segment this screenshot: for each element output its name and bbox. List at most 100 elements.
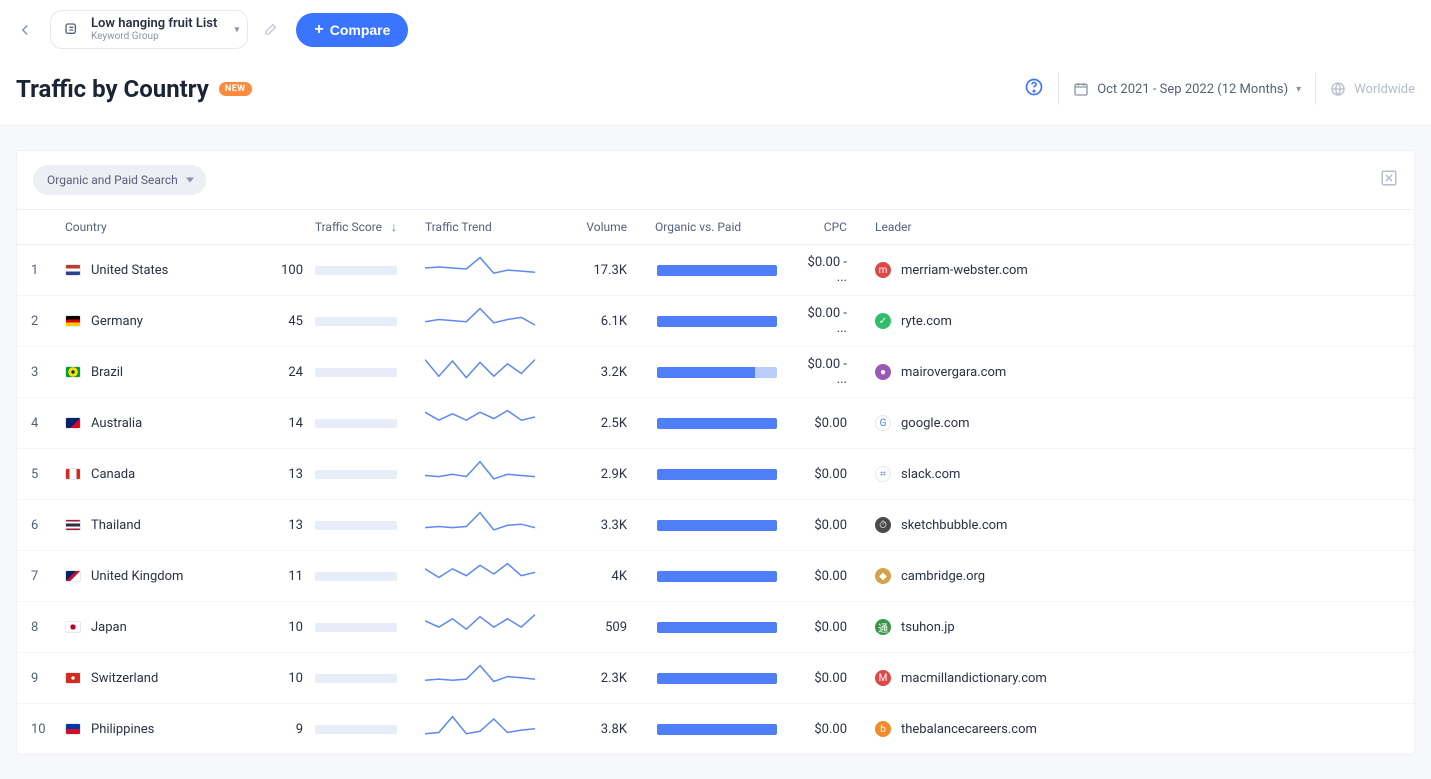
country-name: United States <box>91 263 168 278</box>
trend-sparkline <box>425 255 535 281</box>
leader-domain[interactable]: cambridge.org <box>901 569 985 584</box>
trend-sparkline <box>425 408 535 434</box>
country-cell: Australia <box>51 398 261 449</box>
volume-cell: 3.3K <box>551 500 641 551</box>
leader-cell: mmerriam-webster.com <box>861 245 1414 296</box>
volume-cell: 2.9K <box>551 449 641 500</box>
table-row[interactable]: 8Japan10509$0.00通tsuhon.jp <box>17 602 1414 653</box>
traffic-trend-cell <box>411 296 551 347</box>
keyword-group-selector[interactable]: Low hanging fruit List Keyword Group ▾ <box>50 10 248 49</box>
ovp-bar <box>657 622 777 633</box>
leader-favicon: M <box>875 670 891 686</box>
scope-label: Worldwide <box>1354 82 1415 97</box>
traffic-score-cell: 9 <box>261 704 411 755</box>
export-excel-icon[interactable] <box>1380 169 1398 191</box>
leader-domain[interactable]: google.com <box>901 416 970 431</box>
date-range-selector[interactable]: Oct 2021 - Sep 2022 (12 Months) ▾ <box>1058 73 1301 105</box>
country-traffic-table: Country Traffic Score ↓ Traffic Trend Vo… <box>17 209 1414 754</box>
col-volume[interactable]: Volume <box>551 210 641 245</box>
ovp-cell <box>641 551 791 602</box>
rank: 1 <box>17 245 51 296</box>
table-row[interactable]: 6Thailand133.3K$0.00⏱sketchbubble.com <box>17 500 1414 551</box>
table-row[interactable]: 4Australia142.5K$0.00Ggoogle.com <box>17 398 1414 449</box>
leader-domain[interactable]: merriam-webster.com <box>901 263 1028 278</box>
table-row[interactable]: 2Germany456.1K$0.00 - ...✓ryte.com <box>17 296 1414 347</box>
leader-cell: Mmacmillandictionary.com <box>861 653 1414 704</box>
help-icon[interactable] <box>1024 77 1044 101</box>
ovp-cell <box>641 347 791 398</box>
traffic-score-bar <box>315 623 397 632</box>
country-name: Thailand <box>91 518 141 533</box>
leader-cell: ⏱sketchbubble.com <box>861 500 1414 551</box>
col-cpc[interactable]: CPC <box>791 210 861 245</box>
traffic-trend-cell <box>411 398 551 449</box>
leader-domain[interactable]: thebalancecareers.com <box>901 722 1037 737</box>
traffic-score-cell: 11 <box>261 551 411 602</box>
traffic-score-cell: 13 <box>261 500 411 551</box>
traffic-score-bar <box>315 725 397 734</box>
scope-selector[interactable]: Worldwide <box>1315 73 1415 105</box>
country-cell: Japan <box>51 602 261 653</box>
table-row[interactable]: 7United Kingdom114K$0.00◆cambridge.org <box>17 551 1414 602</box>
flag-icon <box>65 315 81 327</box>
traffic-score-value: 24 <box>275 365 303 380</box>
cpc-cell: $0.00 <box>791 551 861 602</box>
leader-cell: ⌗slack.com <box>861 449 1414 500</box>
traffic-trend-cell <box>411 653 551 704</box>
col-country[interactable]: Country <box>51 210 261 245</box>
leader-domain[interactable]: sketchbubble.com <box>901 518 1007 533</box>
traffic-score-cell: 24 <box>261 347 411 398</box>
flag-icon <box>65 723 81 735</box>
leader-favicon: ✓ <box>875 313 891 329</box>
volume-cell: 2.3K <box>551 653 641 704</box>
col-rank[interactable] <box>17 210 51 245</box>
table-row[interactable]: 3Brazil243.2K$0.00 - ...●mairovergara.co… <box>17 347 1414 398</box>
flag-icon <box>65 264 81 276</box>
rank: 7 <box>17 551 51 602</box>
leader-cell: 通tsuhon.jp <box>861 602 1414 653</box>
table-row[interactable]: 10Philippines93.8K$0.00bthebalancecareer… <box>17 704 1414 755</box>
country-cell: Switzerland <box>51 653 261 704</box>
col-leader[interactable]: Leader <box>861 210 1414 245</box>
ovp-cell <box>641 704 791 755</box>
country-name: Canada <box>91 467 135 482</box>
country-name: Germany <box>91 314 143 329</box>
rank: 9 <box>17 653 51 704</box>
leader-domain[interactable]: mairovergara.com <box>901 365 1006 380</box>
traffic-score-cell: 10 <box>261 653 411 704</box>
compare-button[interactable]: + Compare <box>296 13 408 47</box>
leader-domain[interactable]: macmillandictionary.com <box>901 671 1047 686</box>
table-row[interactable]: 9Switzerland102.3K$0.00Mmacmillandiction… <box>17 653 1414 704</box>
traffic-score-cell: 14 <box>261 398 411 449</box>
col-traffic-score[interactable]: Traffic Score ↓ <box>261 210 411 245</box>
country-cell: Philippines <box>51 704 261 755</box>
col-traffic-trend[interactable]: Traffic Trend <box>411 210 551 245</box>
search-type-filter[interactable]: Organic and Paid Search <box>33 165 206 195</box>
ovp-bar <box>657 316 777 327</box>
cpc-cell: $0.00 - ... <box>791 245 861 296</box>
leader-domain[interactable]: tsuhon.jp <box>901 620 955 635</box>
leader-domain[interactable]: ryte.com <box>901 314 952 329</box>
traffic-score-bar <box>315 317 397 326</box>
traffic-trend-cell <box>411 500 551 551</box>
cpc-cell: $0.00 <box>791 653 861 704</box>
edit-button[interactable] <box>264 20 280 40</box>
leader-cell: ◆cambridge.org <box>861 551 1414 602</box>
ovp-cell <box>641 653 791 704</box>
trend-sparkline <box>425 357 535 383</box>
leader-domain[interactable]: slack.com <box>901 467 960 482</box>
col-ovp[interactable]: Organic vs. Paid <box>641 210 791 245</box>
new-badge: NEW <box>219 82 252 96</box>
flag-icon <box>65 570 81 582</box>
traffic-score-value: 13 <box>275 467 303 482</box>
table-row[interactable]: 1United States10017.3K$0.00 - ...mmerria… <box>17 245 1414 296</box>
back-button[interactable] <box>16 21 34 39</box>
sort-descending-icon: ↓ <box>391 220 397 234</box>
search-type-filter-label: Organic and Paid Search <box>47 173 178 187</box>
trend-sparkline <box>425 306 535 332</box>
ovp-cell <box>641 398 791 449</box>
traffic-score-value: 45 <box>275 314 303 329</box>
table-row[interactable]: 5Canada132.9K$0.00⌗slack.com <box>17 449 1414 500</box>
traffic-score-bar <box>315 266 397 275</box>
rank: 2 <box>17 296 51 347</box>
